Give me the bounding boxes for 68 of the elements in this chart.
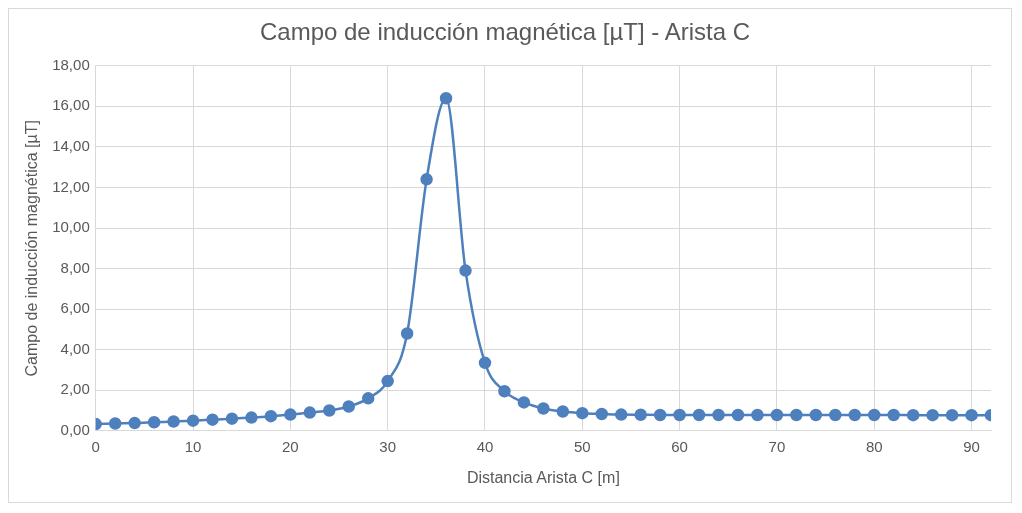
point <box>264 409 278 423</box>
point <box>323 404 336 417</box>
point <box>867 408 881 422</box>
point <box>965 408 978 422</box>
point <box>770 408 784 422</box>
point <box>303 406 317 419</box>
point <box>206 413 219 426</box>
point <box>692 408 706 422</box>
point <box>439 91 453 105</box>
y-tick-label: 14,00 <box>52 137 90 155</box>
y-tick-label: 6,00 <box>60 299 90 317</box>
point <box>225 412 239 425</box>
y-tick-label: 8,00 <box>60 258 90 276</box>
point <box>556 405 570 418</box>
point <box>128 416 141 430</box>
point <box>653 408 667 422</box>
y-tick-label: 0,00 <box>60 420 90 438</box>
y-tick-label: 12,00 <box>52 177 90 195</box>
point <box>245 411 258 424</box>
x-tick-label: 70 <box>768 437 786 455</box>
point <box>498 385 511 398</box>
point <box>147 416 161 429</box>
point <box>517 396 531 409</box>
point <box>342 400 355 413</box>
point <box>673 408 686 422</box>
point <box>537 402 550 415</box>
point <box>945 408 959 422</box>
point <box>829 408 842 422</box>
point <box>848 408 862 422</box>
x-tick-label: 40 <box>476 437 494 455</box>
point <box>887 408 900 422</box>
x-tick-label: 20 <box>282 437 299 455</box>
point <box>576 406 589 420</box>
x-tick-label: 60 <box>671 437 688 455</box>
x-tick-label: 50 <box>573 437 591 455</box>
y-tick-label: 2,00 <box>60 380 90 398</box>
x-tick-label: 80 <box>865 437 883 455</box>
point <box>712 408 725 422</box>
y-axis-title: Campo de inducción magnética [µT] <box>23 120 41 377</box>
x-tick-label: 30 <box>379 437 397 455</box>
point <box>634 408 647 422</box>
x-axis-title: Distancia Arista C [m] <box>466 468 620 486</box>
point <box>614 408 628 421</box>
x-tick-label: 90 <box>963 437 980 455</box>
x-tick-label: 0 <box>91 437 100 455</box>
point <box>167 415 180 428</box>
point <box>731 408 745 422</box>
y-tick-label: 16,00 <box>52 96 90 114</box>
point <box>108 417 122 430</box>
point <box>459 264 472 277</box>
point <box>926 408 939 422</box>
y-tick-label: 18,00 <box>52 55 90 73</box>
point <box>381 374 394 388</box>
point <box>420 173 433 186</box>
point <box>809 408 823 422</box>
point <box>478 356 492 370</box>
point <box>186 414 200 427</box>
point <box>595 407 609 421</box>
y-tick-label: 10,00 <box>52 218 90 236</box>
x-tick-label: 10 <box>184 437 202 455</box>
point <box>790 408 803 422</box>
point <box>284 408 297 421</box>
point <box>906 408 920 422</box>
point <box>400 327 414 340</box>
point <box>751 408 764 422</box>
point <box>361 392 375 405</box>
chart-title: Campo de inducción magnética [µT] - Arista C <box>259 18 751 46</box>
y-tick-label: 4,00 <box>60 339 90 357</box>
